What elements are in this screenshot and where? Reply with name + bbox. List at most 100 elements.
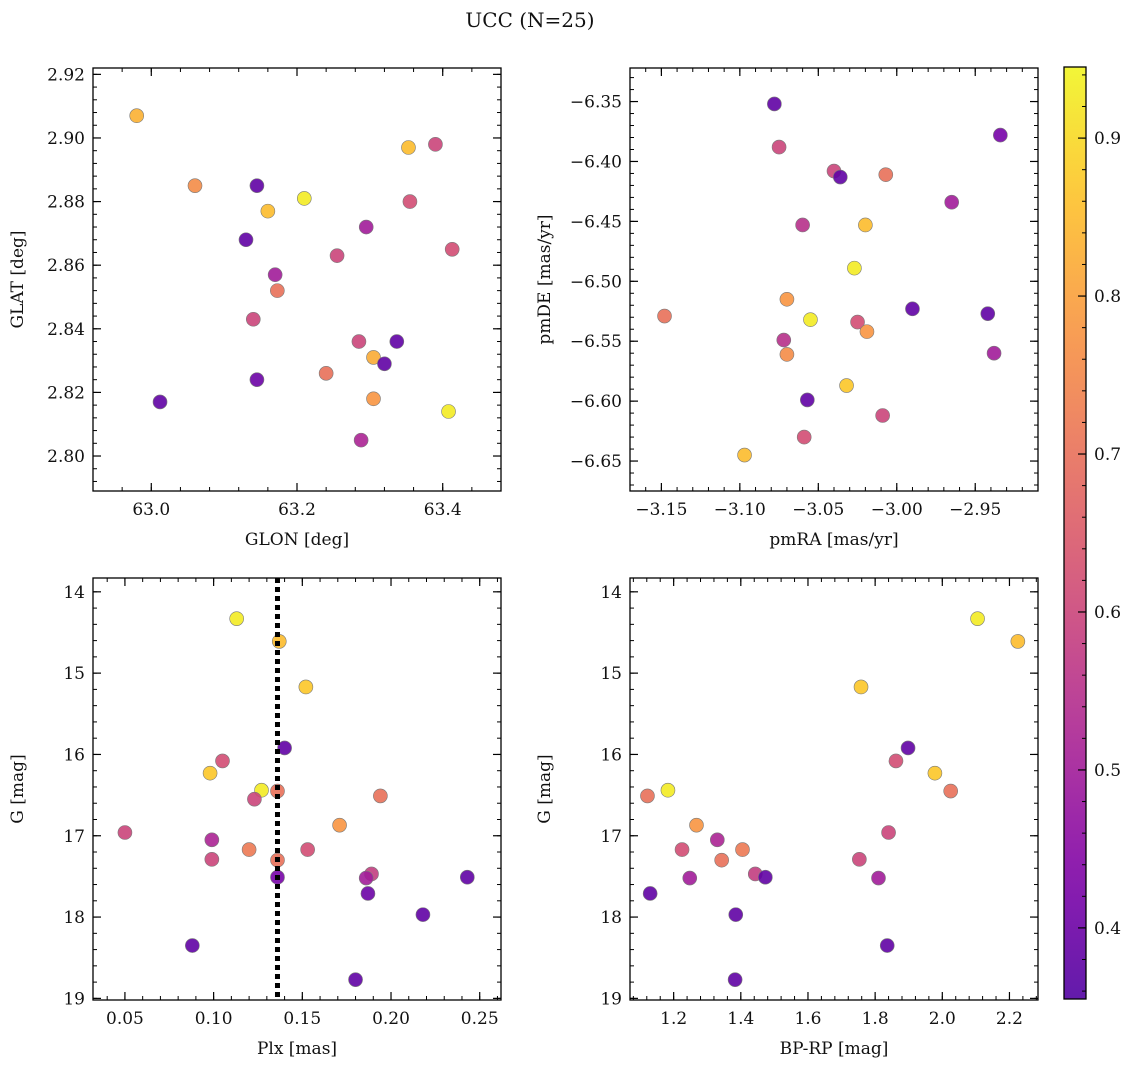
data-point: [204, 852, 220, 867]
data-point: [657, 308, 672, 324]
data-point: [415, 907, 431, 922]
x-tick-label: 1.6: [794, 1009, 821, 1029]
y-tick-label: −6.60: [570, 392, 622, 412]
data-point: [245, 311, 261, 327]
data-point: [187, 178, 203, 193]
y-tick-label: 18: [600, 908, 622, 928]
data-point: [389, 334, 405, 349]
data-point: [348, 972, 363, 987]
data-point: [776, 332, 792, 348]
data-point: [714, 852, 729, 868]
data-point: [758, 869, 773, 885]
x-tick-label: 0.25: [461, 1009, 499, 1029]
data-point: [858, 217, 873, 233]
subplot-1: 63.0 63.2 63.4 2.80 2.82 2.84 2.86 2.88 2.90 2.92…: [8, 65, 502, 550]
data-point: [850, 314, 865, 330]
y-tick-label: 2.80: [47, 447, 85, 467]
data-point: [401, 140, 416, 155]
data-point: [853, 679, 869, 695]
x-tick-label: 2.2: [996, 1009, 1023, 1029]
subplot-4: 1.2 1.4 1.6 1.8 2.0 2.2 14 15 16 17 18 19 BP-RP [mag…: [535, 577, 1039, 1059]
y-tick-label: 18: [63, 908, 85, 928]
data-point: [366, 350, 381, 365]
y-axis-label: G [mag]: [535, 754, 555, 823]
x-axis-label: pmRA [mas/yr]: [769, 530, 898, 550]
axes-frame: [629, 67, 1039, 492]
data-point: [879, 938, 895, 953]
data-point: [839, 378, 854, 393]
y-tick-label: 2.84: [47, 320, 85, 340]
axes-frame: [92, 67, 502, 492]
data-point: [459, 869, 475, 885]
axes-frame: [629, 577, 1039, 1001]
data-point: [117, 825, 133, 840]
y-tick-label: 14: [600, 583, 622, 603]
colorbar-tick-label: 0.9: [1094, 129, 1121, 149]
data-point: [779, 291, 795, 307]
data-point: [202, 765, 218, 781]
data-point: [660, 782, 676, 798]
data-point: [832, 169, 848, 185]
data-point: [970, 611, 985, 626]
data-point: [129, 108, 145, 124]
x-tick-label: 1.2: [660, 1009, 687, 1029]
y-axis-label: pmDE [mas/yr]: [535, 214, 555, 344]
y-axis-label: GLAT [deg]: [8, 230, 28, 328]
subplot-2: −3.15 −3.10 −3.05 −3.00 −2.95 −6.65 −6.60 −6.55…: [535, 67, 1039, 550]
data-point: [358, 219, 374, 235]
data-point: [1010, 634, 1026, 649]
data-point: [441, 404, 456, 419]
data-point: [329, 248, 345, 263]
y-tick-label: −6.35: [570, 93, 622, 113]
x-tick-label: 0.10: [195, 1009, 233, 1029]
data-point: [270, 283, 285, 298]
y-tick-label: 16: [600, 745, 622, 765]
data-point: [795, 217, 810, 233]
y-tick-label: 19: [63, 989, 85, 1009]
data-point: [927, 765, 943, 781]
y-tick-label: 15: [600, 664, 622, 684]
y-tick-label: 2.86: [47, 256, 85, 276]
colorbar-tick-label: 0.8: [1094, 287, 1121, 307]
x-tick-label: 1.4: [727, 1009, 754, 1029]
data-point: [852, 852, 867, 867]
y-tick-label: 16: [63, 745, 85, 765]
x-tick-label: −3.15: [635, 500, 687, 520]
subplots: 63.0 63.2 63.4 2.80 2.82 2.84 2.86 2.88 2.90 2.92…: [8, 65, 1039, 1059]
y-tick-label: −6.45: [570, 212, 622, 232]
y-tick-label: −6.50: [570, 272, 622, 292]
data-point: [847, 260, 862, 276]
data-point: [944, 194, 959, 210]
data-point: [905, 301, 920, 317]
data-point: [260, 203, 276, 219]
x-tick-label: −3.05: [792, 500, 844, 520]
y-tick-label: 15: [63, 664, 85, 684]
data-point: [993, 127, 1008, 143]
data-point: [727, 972, 743, 987]
data-point: [767, 96, 782, 112]
x-axis-label: Plx [mas]: [257, 1039, 337, 1059]
data-point: [682, 870, 698, 886]
data-point: [298, 679, 314, 695]
data-point: [360, 886, 376, 901]
data-point: [803, 312, 818, 327]
x-axis-label: GLON [deg]: [245, 530, 349, 550]
data-point: [249, 178, 265, 193]
y-tick-label: −6.55: [570, 332, 622, 352]
data-point: [277, 740, 292, 756]
data-point: [300, 842, 315, 857]
data-point: [296, 191, 312, 206]
y-tick-label: −6.40: [570, 152, 622, 172]
data-point: [247, 791, 262, 807]
colorbar: 0.4 0.5 0.6 0.7 0.8 0.9: [1063, 66, 1121, 1000]
y-tick-label: 2.88: [47, 193, 85, 213]
data-point: [674, 842, 690, 857]
data-point: [332, 817, 347, 833]
data-point: [640, 788, 655, 804]
x-tick-label: 0.20: [372, 1009, 410, 1029]
data-point: [249, 372, 265, 387]
y-tick-label: 14: [63, 583, 85, 603]
data-point: [728, 907, 744, 922]
data-point: [986, 345, 1002, 361]
